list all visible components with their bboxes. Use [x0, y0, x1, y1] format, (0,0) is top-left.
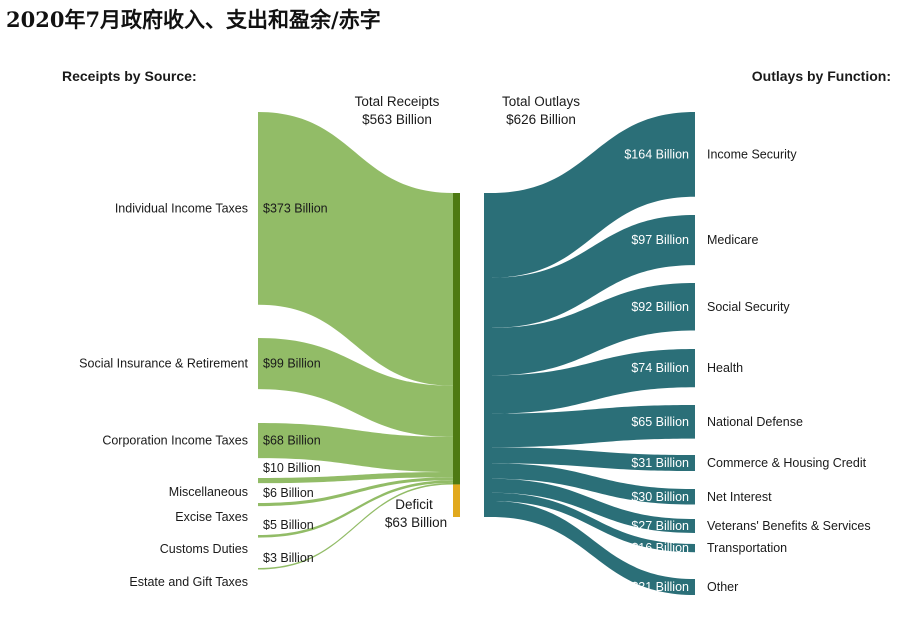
- outlay-category-label: Health: [707, 361, 743, 375]
- total-receipts-bar: [453, 193, 460, 485]
- deficit-label: Deficit: [395, 497, 433, 512]
- outlay-flow: [491, 112, 695, 278]
- receipt-category-label: Estate and Gift Taxes: [129, 575, 248, 589]
- receipt-flow: [258, 338, 453, 437]
- outlay-flow: [491, 349, 695, 414]
- outlay-value-label: $74 Billion: [631, 361, 689, 375]
- deficit-value: $63 Billion: [385, 515, 447, 530]
- outlay-category-label: Income Security: [707, 147, 797, 161]
- receipt-value-label: $5 Billion: [263, 518, 314, 532]
- receipts-flows: [258, 112, 453, 570]
- outlay-value-label: $16 Billion: [631, 541, 689, 555]
- receipt-flow: [258, 423, 453, 473]
- outlay-value-label: $97 Billion: [631, 233, 689, 247]
- outlay-value-label: $31 Billion: [631, 456, 689, 470]
- receipt-value-label: $68 Billion: [263, 434, 321, 448]
- outlay-flow: [491, 215, 695, 328]
- outlay-flow: [491, 500, 695, 596]
- total-outlays-bar: [484, 193, 492, 517]
- receipt-flow: [258, 482, 453, 570]
- receipt-flow: [258, 477, 453, 507]
- outlay-flow: [491, 478, 695, 533]
- receipt-value-label: $10 Billion: [263, 461, 321, 475]
- receipt-category-label: Excise Taxes: [175, 510, 248, 524]
- outlay-value-label: $30 Billion: [631, 490, 689, 504]
- receipt-flow: [258, 112, 453, 386]
- receipt-category-label: Social Insurance & Retirement: [79, 357, 248, 371]
- outlay-flow: [491, 283, 695, 376]
- receipt-category-label: Customs Duties: [160, 542, 248, 556]
- receipt-value-label: $3 Billion: [263, 551, 314, 565]
- receipts-heading: Receipts by Source:: [62, 68, 197, 84]
- outlay-value-label: $92 Billion: [631, 300, 689, 314]
- outlay-flow: [491, 463, 695, 505]
- total-outlays-value: $626 Billion: [506, 112, 576, 127]
- total-receipts-label: Total Receipts: [355, 94, 440, 109]
- outlay-value-label: $164 Billion: [624, 147, 689, 161]
- outlay-category-label: Other: [707, 580, 738, 594]
- receipt-value-label: $99 Billion: [263, 357, 321, 371]
- receipt-flow: [258, 480, 453, 538]
- outlay-category-label: Medicare: [707, 233, 758, 247]
- outlays-flows: [491, 112, 695, 596]
- outlay-category-label: Veterans' Benefits & Services: [707, 519, 871, 533]
- outlay-value-label: $31 Billion: [631, 580, 689, 594]
- outlay-flow: [491, 447, 695, 472]
- receipt-category-label: Individual Income Taxes: [115, 201, 248, 215]
- total-receipts-value: $563 Billion: [362, 112, 432, 127]
- receipt-category-label: Corporation Income Taxes: [102, 434, 248, 448]
- total-outlays-label: Total Outlays: [502, 94, 580, 109]
- outlay-flow: [491, 492, 695, 553]
- chart-labels: Individual Income Taxes $373 Billion Socia…: [62, 68, 891, 594]
- outlay-value-label: $27 Billion: [631, 519, 689, 533]
- outlay-flow: [491, 405, 695, 448]
- outlay-category-label: Commerce & Housing Credit: [707, 456, 867, 470]
- total-bars: [453, 193, 492, 517]
- receipt-category-label: Miscellaneous: [169, 485, 248, 499]
- deficit-bar: [453, 484, 460, 517]
- outlay-category-label: National Defense: [707, 415, 803, 429]
- page-title: 2020年7月政府收入、支出和盈余/赤字: [6, 7, 381, 32]
- outlay-category-label: Social Security: [707, 300, 790, 314]
- outlay-category-label: Net Interest: [707, 490, 772, 504]
- receipt-value-label: $373 Billion: [263, 201, 328, 215]
- outlays-heading: Outlays by Function:: [752, 68, 891, 84]
- outlay-value-label: $65 Billion: [631, 415, 689, 429]
- receipt-value-label: $6 Billion: [263, 486, 314, 500]
- outlay-category-label: Transportation: [707, 541, 787, 555]
- receipt-flow: [258, 472, 453, 484]
